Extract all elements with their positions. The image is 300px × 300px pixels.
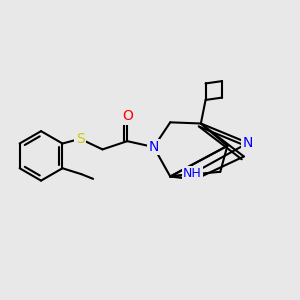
Text: N: N xyxy=(243,136,253,150)
Text: N: N xyxy=(148,140,159,154)
Text: S: S xyxy=(76,132,85,146)
Text: N: N xyxy=(148,140,159,154)
Text: NH: NH xyxy=(183,167,202,180)
Text: O: O xyxy=(122,110,133,123)
